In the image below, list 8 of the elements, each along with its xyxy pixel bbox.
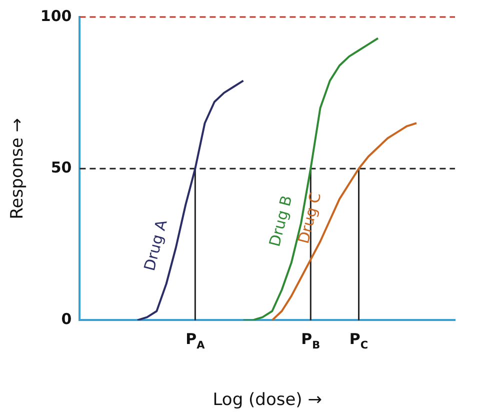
y-tick-label: 50	[50, 158, 72, 176]
text: Drug B	[266, 194, 296, 248]
x-axis-title: Log (dose) →	[212, 390, 322, 410]
y-axis-title: Response →	[8, 118, 28, 220]
y-tick-label: 100	[40, 6, 72, 25]
text: Drug C	[294, 190, 325, 246]
y-tick-label: 0	[61, 310, 72, 328]
text: Drug A	[140, 217, 171, 273]
